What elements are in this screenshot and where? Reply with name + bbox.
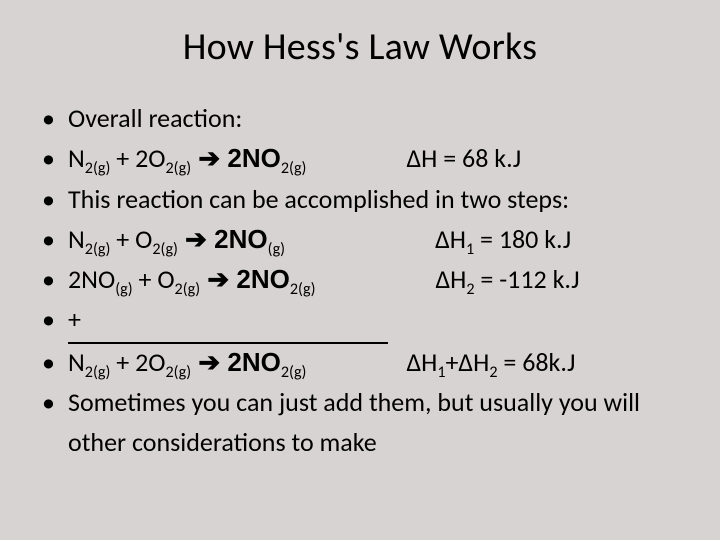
reactant-o2: + O bbox=[110, 223, 152, 255]
reactant-n2: N bbox=[68, 346, 85, 378]
reactant-2o2: + 2O bbox=[110, 346, 165, 378]
sub: 1 bbox=[437, 363, 445, 382]
slide-title: How Hess's Law Works bbox=[20, 24, 700, 70]
sub: 2(g) bbox=[152, 240, 178, 259]
delta-h2-val: = -112 k.J bbox=[475, 263, 580, 295]
bullet-overall-label: Overall reaction: bbox=[42, 98, 690, 138]
sub: 2(g) bbox=[166, 363, 192, 382]
sub: 2(g) bbox=[85, 240, 111, 259]
bullet-step2: 2NO(g) + O2(g) ➔ 2NO2(g)ΔH2 = -112 k.J bbox=[42, 259, 690, 299]
delta-h-sum-mid: +ΔH bbox=[445, 346, 489, 378]
sub: 2(g) bbox=[281, 363, 307, 382]
bullet-plus-separator: + bbox=[42, 299, 690, 343]
arrow-icon: ➔ 2NO bbox=[191, 143, 281, 173]
sub: (g) bbox=[115, 280, 132, 299]
slide: How Hess's Law Works Overall reaction: N… bbox=[0, 0, 720, 540]
sub: 2(g) bbox=[85, 159, 111, 178]
reactant-n2: N bbox=[68, 142, 85, 174]
bullet-step1: N2(g) + O2(g) ➔ 2NO(g)ΔH1 = 180 k.J bbox=[42, 219, 690, 259]
reactant-n2: N bbox=[68, 223, 85, 255]
sub: 2 bbox=[466, 280, 474, 299]
delta-h1: ΔH bbox=[435, 223, 466, 255]
arrow-icon: ➔ 2NO bbox=[191, 347, 281, 377]
bullet-overall-reaction: N2(g) + 2O2(g) ➔ 2NO2(g)ΔH = 68 k.J bbox=[42, 138, 690, 178]
sub: 2(g) bbox=[281, 159, 307, 178]
delta-h-overall: ΔH = 68 k.J bbox=[406, 142, 521, 174]
sub: 2 bbox=[489, 363, 497, 382]
arrow-icon: ➔ 2NO bbox=[178, 224, 268, 254]
reactant-o2: + 2O bbox=[110, 142, 165, 174]
arrow-icon: ➔ 2NO bbox=[200, 264, 290, 294]
delta-h-sum-val: = 68k.J bbox=[497, 346, 575, 378]
reactant-2no: 2NO bbox=[68, 263, 115, 295]
bullet-list: Overall reaction: N2(g) + 2O2(g) ➔ 2NO2(… bbox=[20, 98, 700, 463]
reactant-o2: + O bbox=[133, 263, 175, 295]
sub: 2(g) bbox=[166, 159, 192, 178]
sub: 2(g) bbox=[290, 280, 316, 299]
bullet-note: Sometimes you can just add them, but usu… bbox=[42, 382, 690, 463]
delta-h2: ΔH bbox=[435, 263, 466, 295]
sub: (g) bbox=[268, 240, 285, 259]
delta-h1-val: = 180 k.J bbox=[474, 223, 571, 255]
bullet-sum-reaction: N2(g) + 2O2(g) ➔ 2NO2(g)ΔH1+ΔH2 = 68k.J bbox=[42, 342, 690, 382]
sub: 2(g) bbox=[175, 280, 201, 299]
sub: 1 bbox=[466, 240, 474, 259]
delta-h-sum: ΔH bbox=[406, 346, 437, 378]
sub: 2(g) bbox=[85, 363, 111, 382]
plus-sign: + bbox=[68, 303, 81, 335]
bullet-two-steps: This reaction can be accomplished in two… bbox=[42, 179, 690, 219]
